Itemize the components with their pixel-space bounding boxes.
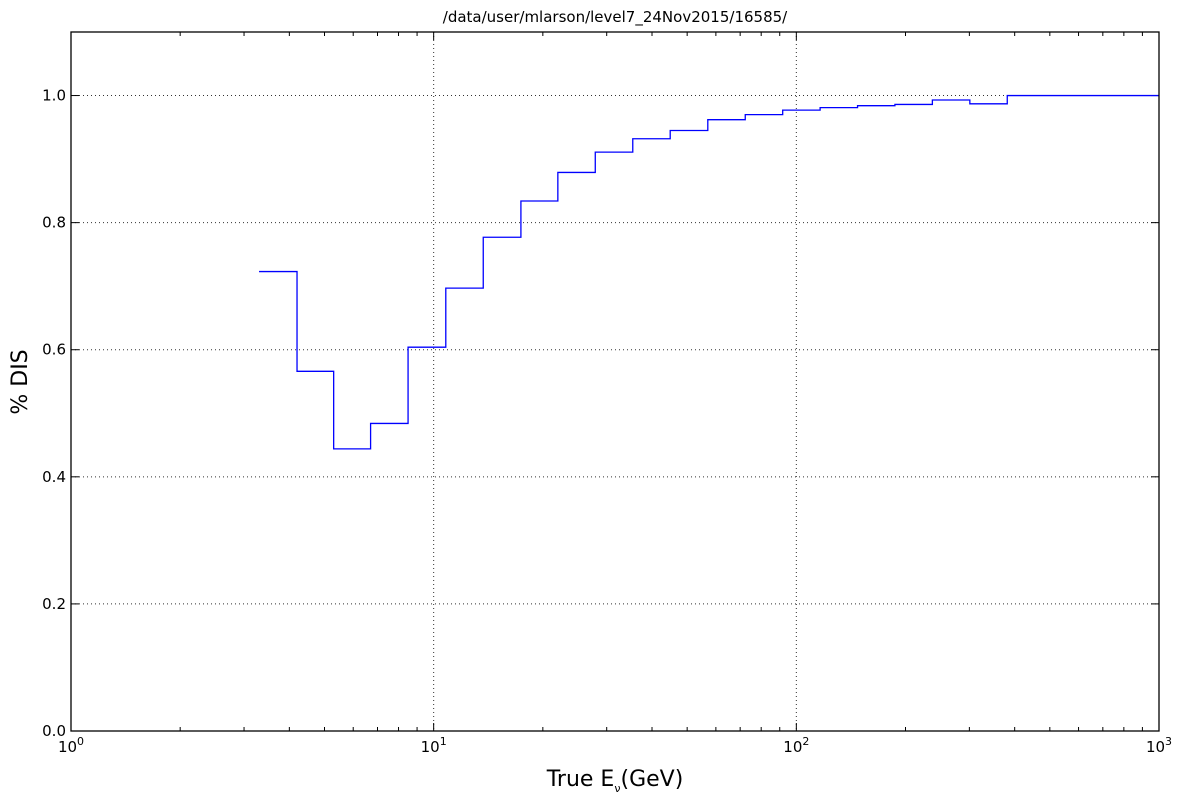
chart-title: /data/user/mlarson/level7_24Nov2015/1658… <box>443 8 788 27</box>
series-line-dis-fraction <box>259 94 1159 450</box>
y-tick-label: 0.0 <box>42 722 66 740</box>
x-tick-label: 101 <box>421 735 447 756</box>
x-tick-label: 102 <box>783 735 809 756</box>
y-tick-label: 0.2 <box>42 595 66 613</box>
grid-lines <box>71 32 1159 731</box>
x-tick-label: 100 <box>58 735 84 756</box>
x-axis-label: True Eν(GeV) <box>546 767 684 795</box>
x-tick-label: 103 <box>1146 735 1172 756</box>
y-tick-label: 0.6 <box>42 341 66 359</box>
y-tick-label: 0.4 <box>42 468 66 486</box>
y-axis-label: % DIS <box>8 349 33 414</box>
y-tick-label: 1.0 <box>42 87 66 105</box>
plot-frame <box>70 31 1160 732</box>
y-tick-labels: 0.0 0.2 0.4 0.6 0.8 1.0 <box>42 87 66 740</box>
x-tick-labels: 100 101 102 103 <box>58 735 1172 756</box>
y-tick-label: 0.8 <box>42 214 66 232</box>
minor-ticks <box>179 32 1143 731</box>
